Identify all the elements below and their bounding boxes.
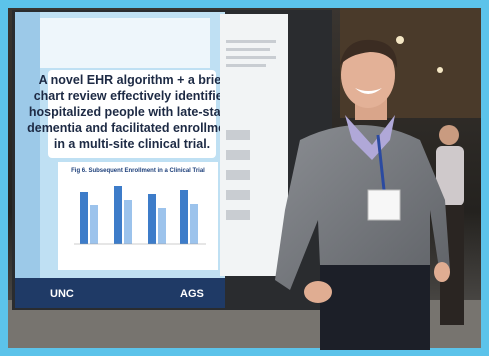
bar-illustration (180, 190, 188, 244)
shirt (436, 146, 464, 206)
sweater (275, 125, 450, 290)
hair (340, 39, 398, 68)
background-person (436, 125, 464, 325)
bar-illustration (148, 194, 156, 244)
headline-line: A novel EHR algorithm + a brief (39, 73, 227, 87)
bar-illustration (90, 205, 98, 244)
logo-unc: UNC (50, 288, 74, 300)
box (226, 170, 250, 180)
text-line (226, 64, 266, 67)
text-line (226, 48, 270, 51)
box (226, 210, 250, 220)
box (226, 190, 250, 200)
bar-illustration (190, 204, 198, 244)
headline-box (48, 70, 216, 158)
poster-right-panel-text (226, 40, 276, 220)
poster-footer (15, 278, 225, 308)
bar-illustration (124, 200, 132, 244)
poster-right-panel (220, 14, 288, 276)
figure-title: Fig 6. Subsequent Enrollment in a Clinic… (71, 168, 205, 174)
bar-illustration (158, 208, 166, 244)
light (437, 67, 443, 73)
bar-illustration (80, 192, 88, 244)
face (341, 42, 395, 108)
hand (304, 281, 332, 303)
hand (434, 262, 450, 282)
text-line (226, 56, 276, 59)
headline-line: in a multi-site clinical trial. (54, 137, 210, 151)
headline-line: dementia and facilitated enrollment (27, 121, 238, 135)
bar-illustration (114, 186, 122, 244)
trousers (320, 250, 430, 350)
figure-bars (74, 186, 206, 245)
poster-table (40, 18, 210, 68)
box (226, 130, 250, 140)
main-person (275, 39, 450, 350)
text-line (226, 40, 276, 43)
collar (345, 115, 395, 160)
poster-left-column (15, 12, 40, 308)
badge (367, 189, 401, 221)
lanyard (376, 134, 386, 191)
smile (355, 88, 382, 94)
head (439, 125, 459, 145)
light (396, 36, 404, 44)
headline-line: chart review effectively identified (34, 89, 231, 103)
headline-line: hospitalized people with late-stage (29, 105, 235, 119)
box (226, 150, 250, 160)
logo-ags: AGS (180, 288, 204, 300)
